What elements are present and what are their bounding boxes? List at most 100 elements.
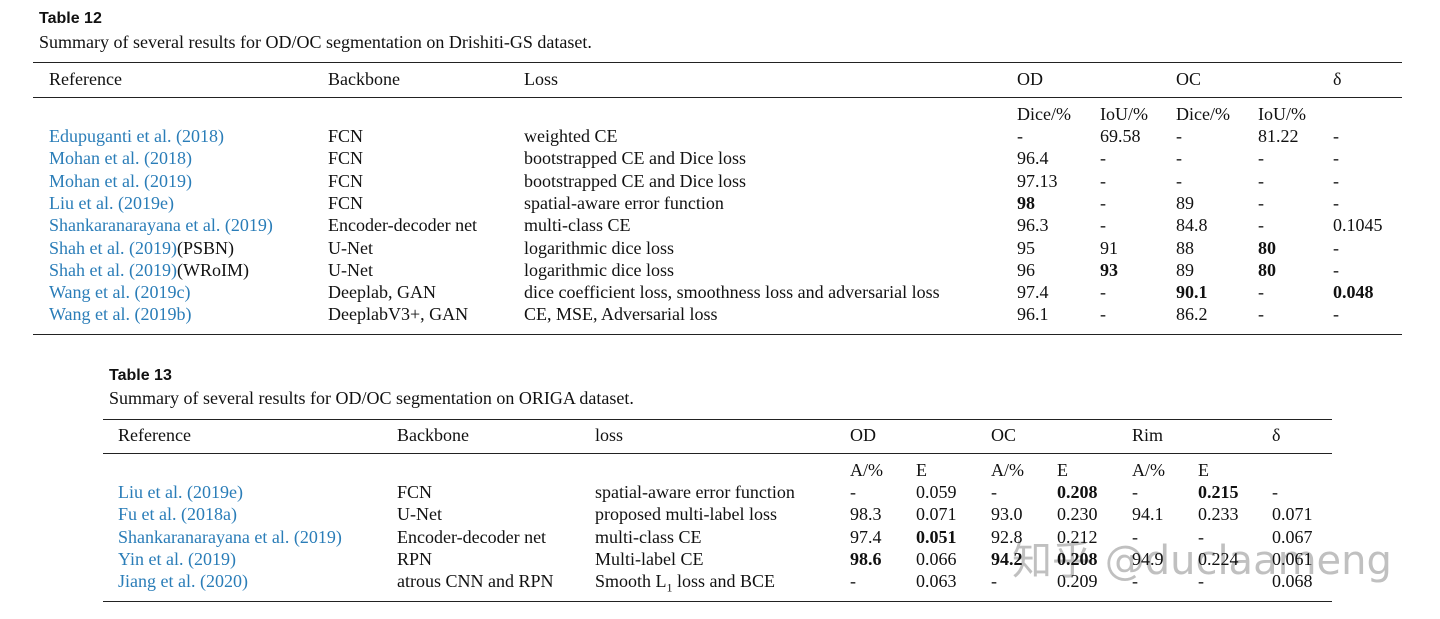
table-cell: 0.224: [1198, 548, 1239, 569]
table-cell: 0.208: [1057, 482, 1098, 502]
table-cell: 95: [1017, 237, 1035, 258]
table-cell: 90.1: [1176, 282, 1208, 303]
table-rule: [33, 97, 1402, 98]
table-cell: CE, MSE, Adversarial loss: [524, 304, 718, 325]
table-cell: -: [1100, 282, 1106, 303]
reference-link: Shankaranarayana et al. (2019): [49, 215, 273, 236]
table-cell: -: [850, 482, 856, 502]
table-cell: 93: [1100, 259, 1118, 280]
table-cell: 0.071: [1272, 504, 1313, 525]
table-cell: FCN: [328, 126, 364, 146]
column-header: loss: [595, 425, 624, 445]
subscript: 1: [666, 580, 673, 595]
table-cell: dice coefficient loss, smoothness loss a…: [524, 282, 940, 303]
table-cell: proposed multi-label loss: [595, 504, 777, 525]
table-cell: 0.061: [1272, 548, 1313, 569]
reference-link: Shah et al. (2019): [49, 259, 177, 280]
table-cell: -: [1258, 192, 1264, 213]
table-cell: 0.209: [1057, 571, 1098, 592]
reference-link: Shah et al. (2019): [49, 237, 177, 258]
cell-text: loss and BCE: [672, 571, 776, 592]
table-cell: -: [1333, 259, 1339, 280]
column-subheader: A/%: [991, 460, 1024, 480]
table-cell: -: [1176, 126, 1182, 146]
table-cell: -: [1333, 126, 1339, 146]
table-cell: Multi-label CE: [595, 548, 704, 569]
table-cell: 84.8: [1176, 215, 1208, 236]
table-cell: 0.063: [916, 571, 957, 592]
table-cell: -: [1198, 526, 1204, 547]
table-cell: -: [1017, 126, 1023, 146]
table-cell: DeeplabV3+, GAN: [328, 304, 469, 325]
table-cell: 69.58: [1100, 126, 1141, 146]
table-cell: 81.22: [1258, 126, 1299, 146]
table-cell: bootstrapped CE and Dice loss: [524, 170, 746, 191]
column-header: Reference: [118, 425, 191, 445]
table-cell: 97.13: [1017, 170, 1058, 191]
table-cell: 0.1045: [1333, 215, 1383, 236]
table-cell: Smooth L1 loss and BCE: [595, 571, 775, 598]
column-header: Rim: [1132, 425, 1164, 445]
table-cell: -: [1333, 192, 1339, 213]
column-header: Reference: [49, 69, 122, 89]
table-cell: 0.212: [1057, 526, 1098, 547]
reference-link: Wang et al. (2019c): [49, 282, 191, 303]
table-cell: logarithmic dice loss: [524, 259, 674, 280]
table-cell: -: [1132, 571, 1138, 592]
table-cell: 0.208: [1057, 548, 1098, 569]
cell-text: (WRoIM): [176, 259, 249, 280]
column-subheader: E: [1198, 460, 1209, 480]
table-cell: -: [1100, 148, 1106, 169]
table-cell: 94.9: [1132, 548, 1164, 569]
column-header: Backbone: [328, 69, 400, 89]
table-cell: -: [1333, 170, 1339, 191]
table-cell: U-Net: [328, 259, 373, 280]
table-cell: 97.4: [1017, 282, 1049, 303]
table-cell: 91: [1100, 237, 1118, 258]
table-cell: 86.2: [1176, 304, 1208, 325]
table-caption: Summary of several results for OD/OC seg…: [109, 388, 634, 408]
table-cell: -: [1100, 170, 1106, 191]
reference-link: Liu et al. (2019e): [49, 192, 174, 213]
table-cell: weighted CE: [524, 126, 618, 146]
table-cell: -: [1258, 215, 1264, 236]
table-cell: -: [1258, 282, 1264, 303]
table-cell: -: [1132, 482, 1138, 502]
table-cell: 0.066: [916, 548, 957, 569]
table-cell: 0.059: [916, 482, 957, 502]
table-cell: 0.071: [916, 504, 957, 525]
table-cell: -: [1132, 526, 1138, 547]
table-cell: 0.233: [1198, 504, 1239, 525]
table-caption: Summary of several results for OD/OC seg…: [39, 32, 592, 52]
table-cell: U-Net: [328, 237, 373, 258]
cell-text: (PSBN): [176, 237, 234, 258]
column-header: δ: [1333, 69, 1342, 89]
column-header: OD: [1017, 69, 1043, 89]
table-cell: FCN: [328, 170, 364, 191]
table-cell: -: [1258, 170, 1264, 191]
column-header: δ: [1272, 425, 1281, 445]
table-cell: 88: [1176, 237, 1194, 258]
table-cell: -: [1176, 170, 1182, 191]
table-cell: Encoder-decoder net: [397, 526, 547, 547]
table-label: Table 12: [39, 10, 102, 27]
table-cell: -: [1176, 148, 1182, 169]
reference-link: Jiang et al. (2020): [118, 571, 248, 592]
column-header: OD: [850, 425, 876, 445]
table-cell: 94.1: [1132, 504, 1164, 525]
table-cell: -: [991, 571, 997, 592]
table-cell: 97.4: [850, 526, 882, 547]
table-cell: Shah et al. (2019)(WRoIM): [49, 260, 249, 280]
table-cell: RPN: [397, 548, 433, 569]
table-cell: 96: [1017, 259, 1035, 280]
column-subheader: Dice/%: [1017, 104, 1071, 124]
table-cell: 89: [1176, 192, 1194, 213]
table-cell: -: [1333, 304, 1339, 325]
table-cell: multi-class CE: [595, 526, 702, 547]
column-subheader: A/%: [1132, 460, 1165, 480]
reference-link: Wang et al. (2019b): [49, 304, 192, 325]
table-cell: 80: [1258, 237, 1276, 258]
table-cell: logarithmic dice loss: [524, 237, 674, 258]
table-cell: -: [1198, 571, 1204, 592]
table-cell: U-Net: [397, 504, 442, 525]
